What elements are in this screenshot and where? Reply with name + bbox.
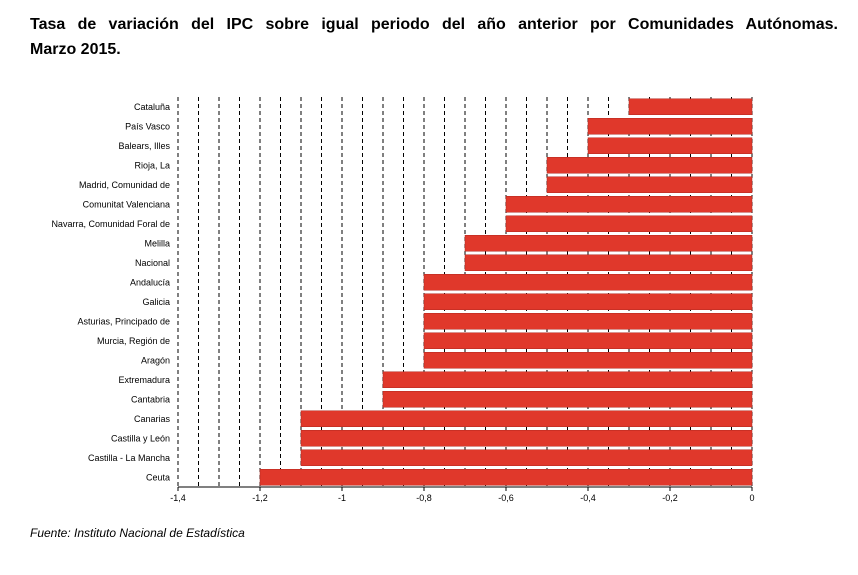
bar (505, 196, 753, 213)
category-label: Madrid, Comunidad de (79, 180, 170, 190)
category-label: Cataluña (134, 102, 170, 112)
bar (300, 410, 753, 427)
bar (259, 469, 753, 486)
bar (587, 118, 753, 135)
category-label: País Vasco (125, 121, 170, 131)
category-label: Ceuta (146, 472, 170, 482)
chart-title: Tasa de variación del IPC sobre igual pe… (30, 12, 838, 62)
x-tick-label: -1 (338, 493, 346, 503)
category-label: Comunitat Valenciana (83, 199, 170, 209)
category-label: Cantabria (131, 394, 170, 404)
bar (382, 391, 753, 408)
x-tick-label: -0,4 (580, 493, 596, 503)
category-label: Extremadura (118, 375, 170, 385)
category-label: Galicia (142, 297, 170, 307)
bar (423, 352, 753, 369)
bar (382, 371, 753, 388)
bar (546, 176, 753, 193)
bar (423, 274, 753, 291)
x-tick-label: -0,6 (498, 493, 514, 503)
bar (628, 98, 753, 115)
bar (423, 313, 753, 330)
bar (423, 293, 753, 310)
category-label: Castilla - La Mancha (88, 453, 170, 463)
bar (300, 430, 753, 447)
x-tick-label: 0 (749, 493, 754, 503)
category-label: Aragón (141, 355, 170, 365)
x-tick-label: -1,2 (252, 493, 268, 503)
x-tick-label: -0,8 (416, 493, 432, 503)
category-label: Asturias, Principado de (77, 316, 170, 326)
bar (300, 449, 753, 466)
bar (587, 137, 753, 154)
category-label: Canarias (134, 414, 171, 424)
category-label: Melilla (144, 238, 170, 248)
category-label: Rioja, La (134, 160, 170, 170)
title-line-1: Tasa de variación del IPC sobre igual pe… (30, 16, 838, 33)
category-label: Balears, Illes (118, 141, 170, 151)
bar (464, 254, 753, 271)
category-label: Navarra, Comunidad Foral de (51, 219, 170, 229)
category-label: Castilla y León (111, 433, 170, 443)
category-label: Nacional (135, 258, 170, 268)
bar (464, 235, 753, 252)
bar (546, 157, 753, 174)
category-label: Andalucía (130, 277, 170, 287)
category-label: Murcia, Región de (97, 336, 170, 346)
title-line-2: Marzo 2015. (30, 41, 121, 58)
source-note: Fuente: Instituto Nacional de Estadístic… (30, 526, 245, 540)
bar (423, 332, 753, 349)
x-tick-label: -1,4 (170, 493, 186, 503)
x-tick-label: -0,2 (662, 493, 678, 503)
bar (505, 215, 753, 232)
